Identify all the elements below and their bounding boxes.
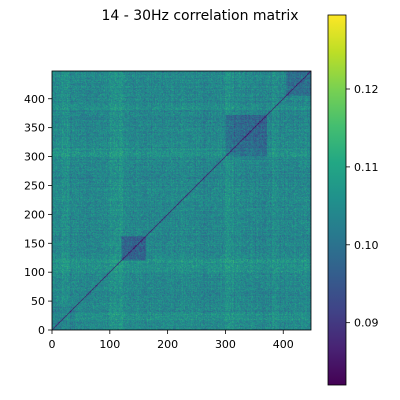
heatmap-cells <box>52 71 311 330</box>
colorbar-tick-label: 0.09 <box>354 317 379 330</box>
y-tick-label: 150 <box>24 237 45 250</box>
x-tick-label: 300 <box>215 338 236 351</box>
y-axis: 0 50 100 150 200 250 300 350 400 <box>24 93 52 337</box>
x-axis: 0 100 200 300 400 <box>49 330 294 351</box>
colorbar-tick-label: 0.12 <box>354 83 379 96</box>
plot-frame <box>51 70 312 331</box>
y-tick-label: 300 <box>24 151 45 164</box>
y-tick-label: 50 <box>31 295 45 308</box>
y-tick-label: 350 <box>24 122 45 135</box>
y-tick-label: 250 <box>24 179 45 192</box>
colorbar-axis: 0.09 0.10 0.11 0.12 <box>346 83 379 330</box>
x-tick-label: 200 <box>157 338 178 351</box>
chart-title: 14 - 30Hz correlation matrix <box>101 8 298 24</box>
y-tick-label: 0 <box>38 324 45 337</box>
colorbar <box>327 14 347 386</box>
x-tick-label: 0 <box>49 338 56 351</box>
heatmap-image <box>52 71 311 330</box>
colorbar-tick-label: 0.11 <box>354 161 379 174</box>
y-tick-label: 100 <box>24 266 45 279</box>
y-tick-label: 200 <box>24 208 45 221</box>
colorbar-tick-label: 0.10 <box>354 239 379 252</box>
x-tick-label: 400 <box>273 338 294 351</box>
y-tick-label: 400 <box>24 93 45 106</box>
x-tick-label: 100 <box>99 338 120 351</box>
